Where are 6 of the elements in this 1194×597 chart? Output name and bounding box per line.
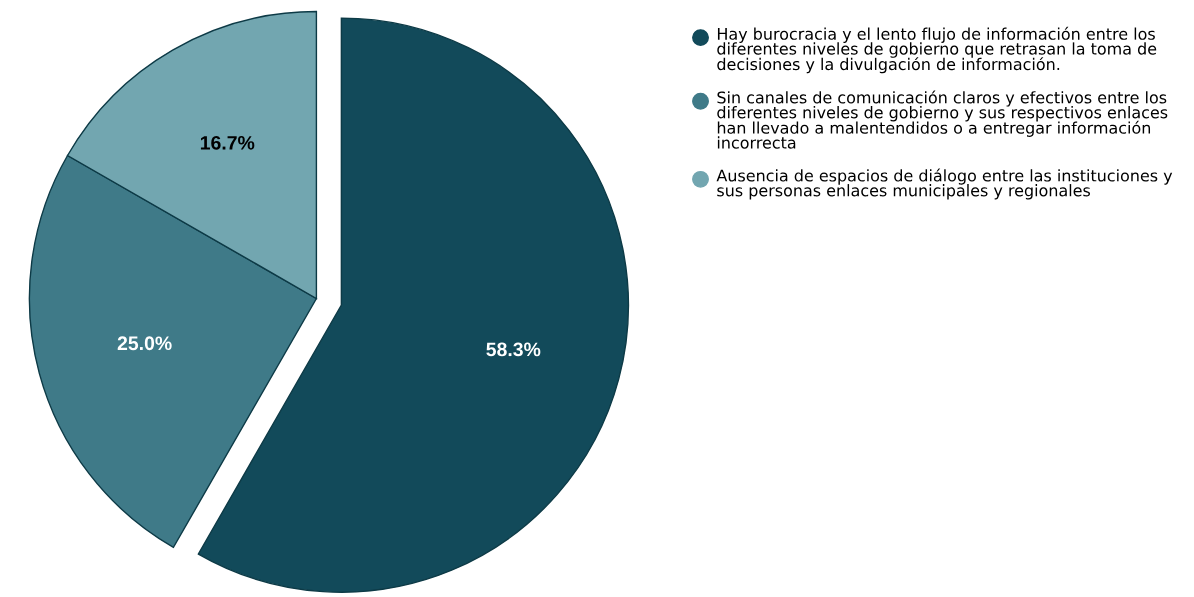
data-label: 16.7% xyxy=(200,135,255,150)
data-label: 58.3% xyxy=(486,342,541,357)
legend-label: Ausencia de espacios de diálogo entre las instituciones y sus personas enlaces municipales y regionales xyxy=(716,168,1173,200)
legend-label: Sin canales de comunicación claros y efectivos entre los diferentes niveles de gobierno y sus respectivos enlaces han llevado a malentendidos o a entregar información incorrecta xyxy=(717,90,1168,149)
data-label: 25.0% xyxy=(117,336,172,351)
legend-label: Hay burocracia y el lento flujo de información entre los diferentes niveles de gobierno que retrasan la toma de decisiones y la divulgación de información. xyxy=(717,26,1157,74)
